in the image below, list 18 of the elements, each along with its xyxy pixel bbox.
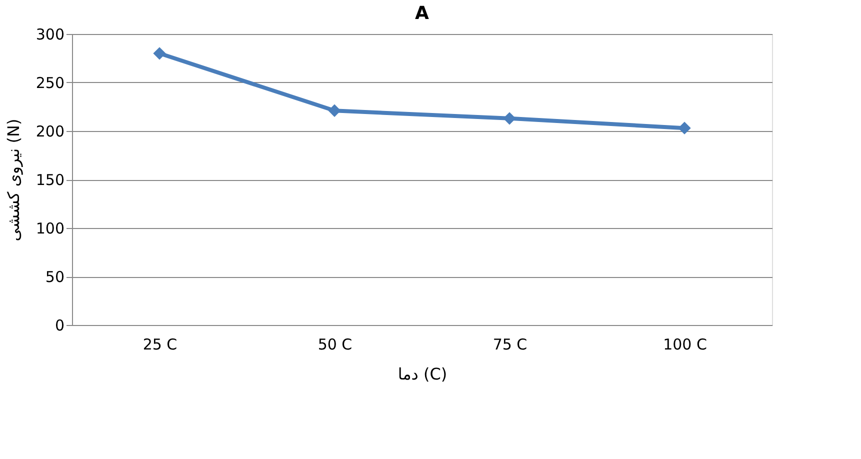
point xyxy=(503,112,516,125)
y-tick-label: 250 xyxy=(36,74,64,92)
y-tick-label: 50 xyxy=(45,268,64,286)
y-axis-title: نیروی کششی (N) xyxy=(4,118,23,242)
point xyxy=(153,47,166,60)
point xyxy=(328,104,341,117)
y-tick-label: 100 xyxy=(36,220,64,238)
x-tick-label: 75 C xyxy=(492,336,528,354)
x-axis-title: دما (C) xyxy=(398,364,448,384)
y-tick-label: 300 xyxy=(36,26,64,44)
y-tick-label: 0 xyxy=(54,316,64,334)
y-tick-label: 150 xyxy=(36,171,64,189)
point xyxy=(678,122,691,134)
y-tick-label: 200 xyxy=(36,122,64,140)
x-tick-label: 100 C xyxy=(663,336,707,354)
chart-title: A xyxy=(415,3,430,24)
x-tick-label: 50 C xyxy=(318,336,352,354)
x-tick-label: 25 C xyxy=(142,336,178,354)
